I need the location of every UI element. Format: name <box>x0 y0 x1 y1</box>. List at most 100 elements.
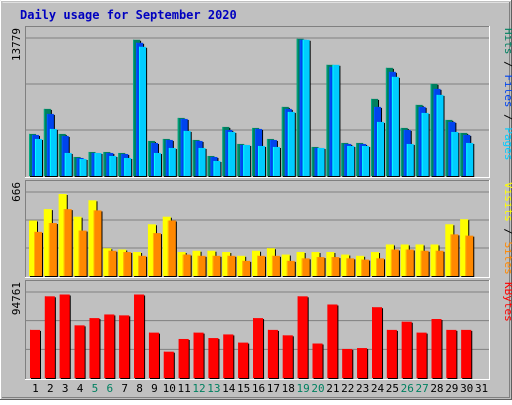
y-max-label: 666 <box>10 182 23 202</box>
bar-sites-day-8 <box>138 255 147 276</box>
bar-sites-day-13 <box>212 255 221 276</box>
bar-visits-day-10 <box>162 216 171 276</box>
bar-kbytes-day-29 <box>446 329 457 378</box>
x-label-day-30: 30 <box>460 382 473 395</box>
bar-kbytes-day-16 <box>253 318 264 378</box>
legend-separator: / <box>502 222 512 242</box>
panel-3: 94761 KBytes <box>10 280 512 380</box>
bar-sites-day-14 <box>227 255 236 276</box>
bar-pages-day-13 <box>213 160 221 176</box>
bar-pages-day-5 <box>94 152 102 176</box>
x-label-day-10: 10 <box>163 382 176 395</box>
bar-kbytes-day-15 <box>238 342 249 378</box>
bar-visits-day-4 <box>73 216 82 276</box>
bar-sites-day-5 <box>93 210 102 276</box>
x-label-day-3: 3 <box>62 382 69 395</box>
bar-sites-day-7 <box>123 252 132 276</box>
x-label-day-21: 21 <box>326 382 339 395</box>
bar-kbytes-day-10 <box>163 351 174 378</box>
bar-sites-day-26 <box>405 249 414 276</box>
bar-sites-day-25 <box>390 249 399 276</box>
bar-pages-day-1 <box>35 138 42 176</box>
bar-pages-day-15 <box>243 144 251 176</box>
x-label-day-22: 22 <box>341 382 354 395</box>
x-label-day-26: 26 <box>401 382 414 395</box>
bar-sites-day-10 <box>167 220 176 276</box>
bar-pages-day-14 <box>228 131 236 176</box>
bar-pages-day-10 <box>168 147 176 176</box>
bar-visits-day-11 <box>177 252 186 276</box>
bar-kbytes-day-1 <box>30 329 40 378</box>
legend-visits: Visits <box>502 182 512 222</box>
bar-visits-day-24 <box>371 252 380 276</box>
bar-kbytes-day-26 <box>401 321 412 378</box>
bar-pages-day-30 <box>466 142 474 176</box>
x-label-day-23: 23 <box>356 382 369 395</box>
legend-separator: / <box>502 55 512 75</box>
bar-visits-day-13 <box>207 250 216 276</box>
bar-kbytes-day-13 <box>208 338 219 378</box>
bar-kbytes-day-5 <box>89 318 100 378</box>
bar-sites-day-6 <box>108 250 117 276</box>
bar-visits-day-2 <box>43 209 52 276</box>
x-label-day-20: 20 <box>311 382 324 395</box>
bar-kbytes-day-20 <box>312 343 323 378</box>
bar-sites-day-20 <box>316 257 325 276</box>
x-label-day-19: 19 <box>296 382 309 395</box>
bar-visits-day-29 <box>445 224 454 276</box>
x-label-day-12: 12 <box>192 382 205 395</box>
x-label-day-11: 11 <box>178 382 191 395</box>
bar-pages-day-17 <box>272 146 280 176</box>
bar-visits-day-9 <box>147 224 156 276</box>
bar-kbytes-day-12 <box>193 332 204 378</box>
bar-visits-day-16 <box>252 250 261 276</box>
bar-pages-day-22 <box>347 145 355 176</box>
bar-visits-day-8 <box>133 252 142 276</box>
y-max-label: 13779 <box>10 28 23 61</box>
bar-visits-day-6 <box>103 248 112 276</box>
x-label-day-6: 6 <box>106 382 113 395</box>
bar-sites-day-27 <box>420 250 429 276</box>
x-label-day-31: 31 <box>475 382 488 395</box>
x-label-day-25: 25 <box>386 382 399 395</box>
bar-pages-day-29 <box>451 131 459 176</box>
bar-sites-day-9 <box>152 233 161 276</box>
panel-1: 13779 Hits / Files / Pages <box>10 26 512 178</box>
bar-sites-day-24 <box>376 258 385 276</box>
bar-pages-day-28 <box>436 94 444 176</box>
x-label-day-14: 14 <box>222 382 236 395</box>
bar-sites-day-12 <box>197 255 206 276</box>
bar-sites-day-19 <box>301 258 310 276</box>
bar-pages-day-2 <box>49 128 57 176</box>
bar-sites-day-22 <box>346 258 355 276</box>
bar-kbytes-day-6 <box>104 314 115 378</box>
bar-pages-day-18 <box>287 111 295 176</box>
bar-pages-day-11 <box>183 130 191 176</box>
x-label-day-8: 8 <box>136 382 143 395</box>
bar-visits-day-3 <box>58 194 67 276</box>
bar-sites-day-23 <box>361 259 370 276</box>
bar-sites-day-21 <box>331 257 340 276</box>
bar-visits-day-30 <box>460 219 469 276</box>
bar-sites-day-30 <box>465 235 474 276</box>
x-label-day-4: 4 <box>77 382 84 395</box>
bar-visits-day-22 <box>341 254 350 276</box>
bar-pages-day-23 <box>362 145 370 176</box>
bar-pages-day-19 <box>302 39 310 177</box>
bar-visits-day-25 <box>385 244 394 276</box>
bar-pages-day-12 <box>198 147 206 176</box>
bar-sites-day-29 <box>450 234 459 276</box>
bar-visits-day-26 <box>400 244 409 276</box>
bar-pages-day-21 <box>332 64 340 176</box>
bar-kbytes-day-17 <box>267 329 278 378</box>
bar-visits-day-12 <box>192 250 201 276</box>
bar-sites-day-3 <box>63 209 72 276</box>
bar-kbytes-day-8 <box>134 294 145 378</box>
x-label-day-1: 1 <box>32 382 39 395</box>
bar-pages-day-6 <box>109 155 117 176</box>
bar-sites-day-1 <box>34 231 42 276</box>
bar-kbytes-day-2 <box>44 296 55 378</box>
bar-kbytes-day-24 <box>372 307 383 378</box>
